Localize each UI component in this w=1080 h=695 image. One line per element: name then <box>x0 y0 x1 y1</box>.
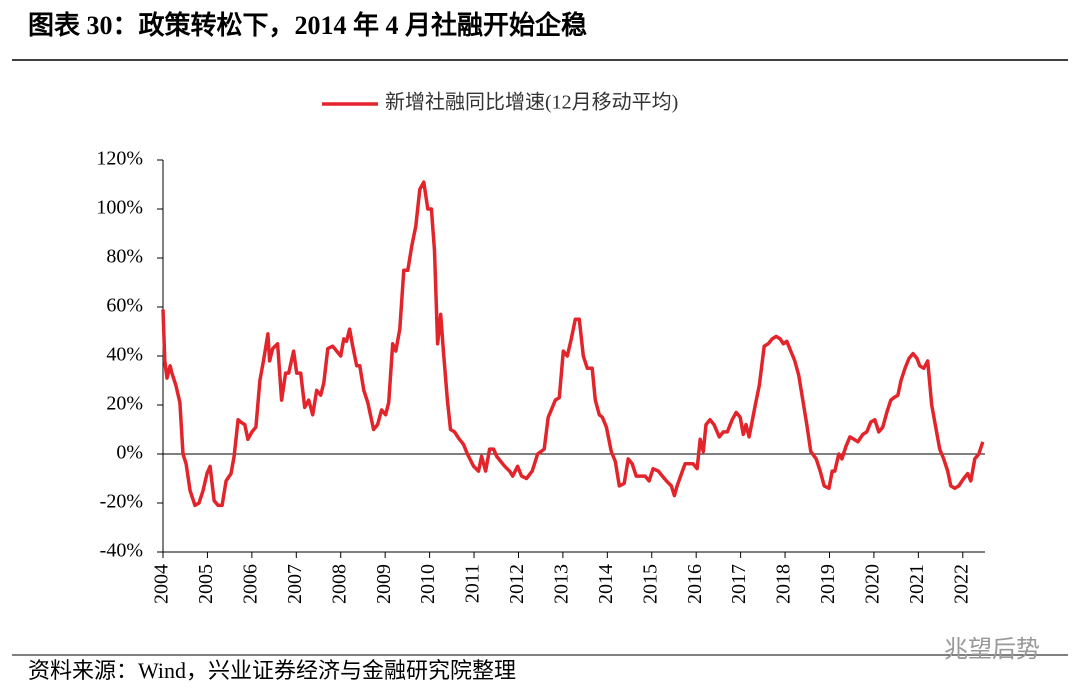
y-tick-label: 100% <box>96 197 143 219</box>
x-tick-label: 2018 <box>773 564 795 604</box>
x-tick-label: 2007 <box>284 564 306 604</box>
y-tick-label: 120% <box>96 148 143 170</box>
y-tick-label: 80% <box>106 246 143 268</box>
watermark: 兆望后势 <box>944 635 1040 663</box>
chart-title: 图表 30：政策转松下，2014 年 4 月社融开始企稳 <box>28 10 587 40</box>
x-tick-label: 2019 <box>817 564 839 604</box>
x-tick-label: 2011 <box>462 564 484 603</box>
y-tick-label: 60% <box>106 295 143 317</box>
x-tick-label: 2004 <box>151 564 173 604</box>
x-tick-label: 2008 <box>328 564 350 604</box>
x-tick-label: 2016 <box>684 564 706 604</box>
y-tick-label: 20% <box>106 393 143 415</box>
x-tick-label: 2021 <box>906 564 928 604</box>
y-tick-label: 40% <box>106 344 143 366</box>
x-tick-label: 2005 <box>195 564 217 604</box>
source: 资料来源：Wind，兴业证券经济与金融研究院整理 <box>28 658 516 683</box>
x-tick-label: 2015 <box>639 564 661 604</box>
x-tick-label: 2022 <box>950 564 972 604</box>
line-series <box>161 180 985 508</box>
x-tick-label: 2009 <box>373 564 395 604</box>
x-tick-label: 2012 <box>506 564 528 604</box>
legend-label: 新增社融同比增速(12月移动平均) <box>385 91 678 114</box>
x-tick-label: 2010 <box>417 564 439 604</box>
x-tick-label: 2006 <box>239 564 261 604</box>
x-tick-label: 2017 <box>728 564 750 604</box>
y-tick-label: 0% <box>116 442 143 464</box>
x-tick-label: 2013 <box>550 564 572 604</box>
x-tick-label: 2014 <box>595 564 617 604</box>
x-tick-label: 2020 <box>862 564 884 604</box>
y-tick-label: -40% <box>100 540 143 562</box>
y-tick-label: -20% <box>100 491 143 513</box>
